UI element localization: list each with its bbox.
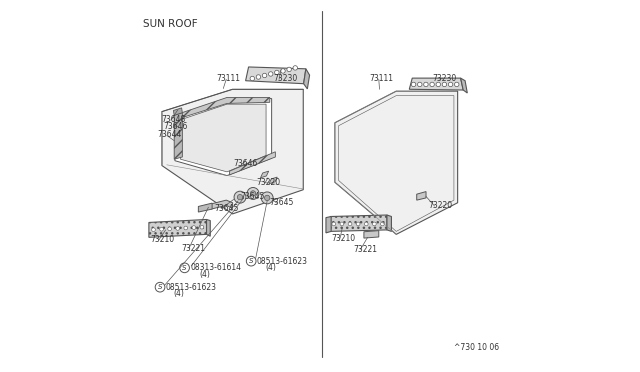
Polygon shape <box>175 99 271 176</box>
Circle shape <box>442 82 447 87</box>
Circle shape <box>268 72 273 76</box>
Circle shape <box>256 75 260 79</box>
Polygon shape <box>410 78 463 90</box>
Circle shape <box>430 82 435 87</box>
Polygon shape <box>246 67 306 84</box>
Circle shape <box>449 82 453 87</box>
Polygon shape <box>180 104 266 172</box>
Circle shape <box>287 67 291 72</box>
Polygon shape <box>303 69 310 89</box>
Text: 08513-61623: 08513-61623 <box>166 283 216 292</box>
Text: 73111: 73111 <box>216 74 240 83</box>
Circle shape <box>348 222 352 226</box>
Text: 73644: 73644 <box>157 130 182 139</box>
Polygon shape <box>173 108 182 115</box>
Circle shape <box>417 82 422 87</box>
Text: 73645: 73645 <box>240 192 264 201</box>
Text: 73648: 73648 <box>161 115 186 124</box>
Circle shape <box>261 192 273 204</box>
Circle shape <box>152 228 156 231</box>
Text: 73221: 73221 <box>353 245 378 254</box>
Polygon shape <box>211 200 232 209</box>
Text: 73646: 73646 <box>234 159 258 168</box>
Circle shape <box>247 187 259 199</box>
Circle shape <box>160 227 163 231</box>
Text: 73645: 73645 <box>270 198 294 207</box>
Text: (4): (4) <box>199 270 210 279</box>
Circle shape <box>200 225 204 229</box>
Circle shape <box>184 226 188 230</box>
Circle shape <box>436 82 440 87</box>
Circle shape <box>192 226 196 230</box>
Text: 73111: 73111 <box>369 74 393 83</box>
Polygon shape <box>174 113 182 159</box>
Text: 73230: 73230 <box>273 74 298 83</box>
Circle shape <box>412 82 416 87</box>
Polygon shape <box>207 219 211 236</box>
Circle shape <box>454 82 459 87</box>
Circle shape <box>250 191 256 196</box>
Circle shape <box>234 191 246 203</box>
Circle shape <box>250 76 255 81</box>
Text: (4): (4) <box>173 289 184 298</box>
Text: 73220: 73220 <box>257 178 281 187</box>
Text: SUN ROOF: SUN ROOF <box>143 19 198 29</box>
Text: 73220: 73220 <box>428 201 452 210</box>
Text: 73210: 73210 <box>331 234 355 243</box>
Circle shape <box>340 222 344 226</box>
Circle shape <box>372 222 376 226</box>
Text: 73210: 73210 <box>150 235 174 244</box>
Polygon shape <box>177 97 270 119</box>
Circle shape <box>176 227 180 230</box>
Circle shape <box>281 69 285 73</box>
Polygon shape <box>335 91 458 234</box>
Circle shape <box>262 73 267 78</box>
Text: 73221: 73221 <box>181 244 205 253</box>
Circle shape <box>381 222 384 226</box>
Circle shape <box>293 66 298 70</box>
Circle shape <box>168 227 172 231</box>
Circle shape <box>275 70 279 75</box>
Circle shape <box>424 82 428 87</box>
Text: 73230: 73230 <box>433 74 456 83</box>
Polygon shape <box>326 217 331 233</box>
Text: 08513-61623: 08513-61623 <box>256 257 307 266</box>
Polygon shape <box>162 89 303 214</box>
Circle shape <box>356 222 360 226</box>
Polygon shape <box>149 219 207 237</box>
Text: 73646: 73646 <box>163 122 188 131</box>
Polygon shape <box>198 203 212 212</box>
Polygon shape <box>269 177 277 184</box>
Circle shape <box>332 222 335 226</box>
Polygon shape <box>364 231 379 238</box>
Text: 08313-61614: 08313-61614 <box>190 263 241 272</box>
Polygon shape <box>387 215 392 231</box>
Polygon shape <box>230 152 275 175</box>
Text: ^730 10 06: ^730 10 06 <box>454 343 499 352</box>
Polygon shape <box>461 78 467 93</box>
Text: S: S <box>182 265 187 271</box>
Circle shape <box>237 195 243 200</box>
Text: 73645: 73645 <box>215 204 239 213</box>
Text: S: S <box>158 284 163 290</box>
Circle shape <box>264 195 270 201</box>
Circle shape <box>364 222 368 226</box>
Polygon shape <box>260 171 269 178</box>
Polygon shape <box>417 192 426 200</box>
Text: (4): (4) <box>265 263 276 272</box>
Polygon shape <box>330 215 387 231</box>
Text: S: S <box>249 258 253 264</box>
